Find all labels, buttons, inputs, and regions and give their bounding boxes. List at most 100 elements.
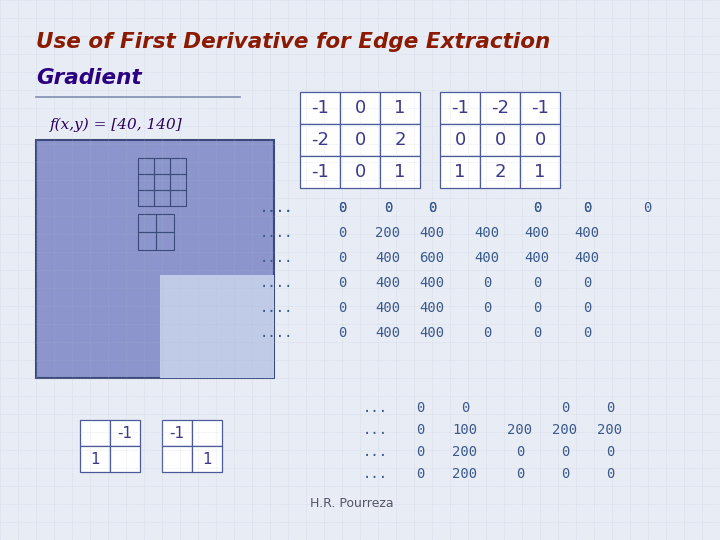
- Text: 0: 0: [582, 301, 591, 315]
- Text: 1: 1: [202, 451, 212, 467]
- Text: 0: 0: [354, 99, 366, 117]
- Bar: [480, 124, 520, 156]
- Text: 200: 200: [452, 445, 477, 459]
- Bar: [300, 92, 340, 124]
- Bar: [138, 158, 154, 174]
- Text: Gradient: Gradient: [36, 68, 142, 88]
- Text: ....: ....: [259, 201, 293, 215]
- Text: 0: 0: [533, 201, 541, 215]
- Text: 200: 200: [375, 226, 400, 240]
- Text: 0: 0: [416, 423, 424, 437]
- Text: f(x,y) = [40, 140]: f(x,y) = [40, 140]: [50, 118, 183, 132]
- Bar: [440, 124, 480, 156]
- Text: 0: 0: [384, 201, 392, 215]
- Text: 400: 400: [575, 226, 600, 240]
- Text: 200: 200: [452, 467, 477, 481]
- Text: 0: 0: [606, 467, 614, 481]
- Text: 200: 200: [508, 423, 533, 437]
- Text: 400: 400: [524, 226, 549, 240]
- Text: 1: 1: [454, 163, 466, 181]
- Text: 0: 0: [428, 201, 436, 215]
- Text: -2: -2: [491, 99, 509, 117]
- Bar: [170, 190, 186, 206]
- Text: ....: ....: [259, 326, 293, 340]
- Text: 0: 0: [454, 131, 466, 149]
- Text: 0: 0: [533, 201, 541, 215]
- Text: ....: ....: [259, 201, 293, 215]
- Bar: [154, 158, 170, 174]
- Text: -1: -1: [451, 99, 469, 117]
- Text: 2: 2: [494, 163, 505, 181]
- Bar: [480, 156, 520, 188]
- Bar: [80, 420, 110, 446]
- Text: 2: 2: [395, 131, 406, 149]
- Text: 0: 0: [338, 301, 346, 315]
- Text: 0: 0: [533, 276, 541, 290]
- Text: 1: 1: [395, 99, 405, 117]
- Bar: [440, 92, 480, 124]
- Text: 0: 0: [338, 251, 346, 265]
- Bar: [138, 214, 156, 232]
- Bar: [192, 420, 222, 446]
- Text: 0: 0: [606, 445, 614, 459]
- Text: 0: 0: [416, 445, 424, 459]
- Text: 0: 0: [338, 326, 346, 340]
- Text: 400: 400: [474, 226, 500, 240]
- Text: 400: 400: [375, 301, 400, 315]
- Text: 400: 400: [420, 326, 444, 340]
- Text: 0: 0: [561, 445, 570, 459]
- Text: -2: -2: [311, 131, 329, 149]
- Text: 400: 400: [420, 226, 444, 240]
- Text: H.R. Pourreza: H.R. Pourreza: [310, 497, 394, 510]
- Bar: [170, 158, 186, 174]
- Text: ...: ...: [363, 445, 388, 459]
- Text: 400: 400: [575, 251, 600, 265]
- Bar: [380, 124, 420, 156]
- Bar: [520, 156, 560, 188]
- Bar: [340, 92, 380, 124]
- Text: ....: ....: [259, 251, 293, 265]
- Text: ....: ....: [259, 276, 293, 290]
- Text: 0: 0: [338, 226, 346, 240]
- Text: 0: 0: [338, 276, 346, 290]
- Bar: [192, 446, 222, 472]
- Bar: [520, 124, 560, 156]
- Bar: [480, 92, 520, 124]
- Text: 600: 600: [420, 251, 444, 265]
- Text: 400: 400: [420, 301, 444, 315]
- Text: ...: ...: [363, 467, 388, 481]
- Text: 0: 0: [461, 401, 469, 415]
- Bar: [162, 420, 192, 446]
- Text: 0: 0: [533, 301, 541, 315]
- Bar: [36, 140, 274, 378]
- Text: 0: 0: [483, 326, 491, 340]
- Bar: [80, 446, 110, 472]
- Bar: [520, 92, 560, 124]
- Text: 400: 400: [375, 251, 400, 265]
- Bar: [110, 446, 140, 472]
- Text: 0: 0: [516, 445, 524, 459]
- Text: -1: -1: [531, 99, 549, 117]
- Text: 1: 1: [395, 163, 405, 181]
- Text: 400: 400: [375, 276, 400, 290]
- Bar: [138, 232, 156, 250]
- Text: 0: 0: [495, 131, 505, 149]
- Text: ...: ...: [363, 401, 388, 415]
- Text: 0: 0: [384, 201, 392, 215]
- Bar: [340, 124, 380, 156]
- Text: 0: 0: [483, 301, 491, 315]
- Text: 0: 0: [643, 201, 652, 215]
- Bar: [110, 420, 140, 446]
- Text: 0: 0: [416, 467, 424, 481]
- Bar: [300, 156, 340, 188]
- Text: -1: -1: [117, 426, 132, 441]
- Text: 0: 0: [533, 326, 541, 340]
- Text: -1: -1: [169, 426, 184, 441]
- Text: 1: 1: [90, 451, 100, 467]
- Text: 0: 0: [416, 401, 424, 415]
- Text: 1: 1: [534, 163, 546, 181]
- Text: 0: 0: [354, 163, 366, 181]
- Text: 0: 0: [561, 401, 570, 415]
- Text: 0: 0: [534, 131, 546, 149]
- Text: 200: 200: [552, 423, 577, 437]
